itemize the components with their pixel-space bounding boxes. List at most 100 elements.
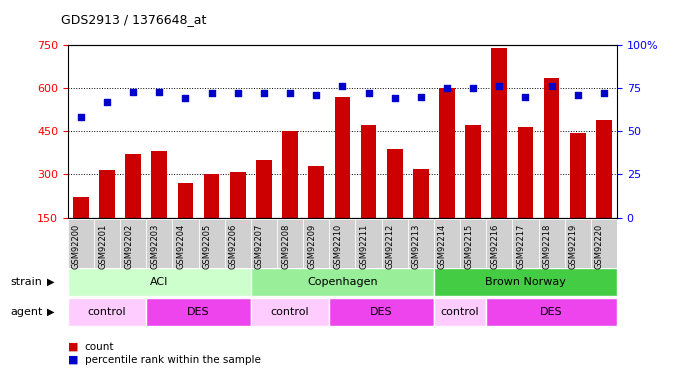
Text: strain: strain (10, 277, 42, 287)
Point (233, 90, 243, 96)
Bar (355, 219, 382, 268)
Point (285, 90, 296, 96)
Bar (434, 268, 617, 296)
Point (337, 83, 348, 89)
Bar (486, 298, 617, 326)
Text: DES: DES (370, 307, 393, 317)
Bar (308, 166, 324, 218)
Text: control: control (87, 307, 126, 317)
Point (599, 90, 610, 96)
Bar (330, 219, 355, 268)
Bar (538, 219, 565, 268)
Point (363, 90, 374, 96)
Text: DES: DES (540, 307, 563, 317)
Text: GSM92217: GSM92217 (517, 223, 525, 268)
Bar (224, 219, 251, 268)
Bar (73, 197, 89, 217)
Bar (199, 219, 224, 268)
Bar (413, 169, 428, 217)
Text: GSM92208: GSM92208 (281, 223, 290, 268)
Bar (256, 160, 272, 218)
Bar (282, 131, 298, 218)
Bar (146, 219, 172, 268)
Point (441, 85, 452, 91)
Text: GSM92214: GSM92214 (438, 223, 447, 268)
Bar (596, 120, 612, 218)
Text: percentile rank within the sample: percentile rank within the sample (85, 355, 260, 365)
Bar (68, 268, 251, 296)
Bar (460, 219, 486, 268)
Text: GSM92201: GSM92201 (98, 223, 107, 268)
Bar (361, 126, 376, 218)
Point (520, 94, 531, 100)
Point (468, 85, 479, 91)
Point (494, 83, 504, 89)
Point (180, 96, 191, 102)
Bar (382, 219, 407, 268)
Bar (277, 219, 303, 268)
Text: GSM92206: GSM92206 (228, 223, 238, 268)
Text: control: control (441, 307, 479, 317)
Text: GSM92209: GSM92209 (307, 223, 316, 268)
Bar (570, 133, 586, 218)
Bar (251, 268, 434, 296)
Bar (68, 298, 146, 326)
Point (546, 83, 557, 89)
Point (154, 88, 165, 94)
Bar (387, 148, 403, 217)
Text: ACI: ACI (150, 277, 169, 287)
Point (311, 92, 321, 98)
Text: GSM92216: GSM92216 (490, 223, 499, 268)
Text: count: count (85, 342, 115, 352)
Bar (172, 219, 199, 268)
Bar (251, 219, 277, 268)
Bar (513, 219, 538, 268)
Bar (330, 298, 434, 326)
Point (75, 114, 86, 120)
Bar (146, 298, 251, 326)
Text: GSM92220: GSM92220 (595, 223, 604, 268)
Text: ▶: ▶ (47, 277, 55, 287)
Text: GSM92213: GSM92213 (412, 223, 421, 268)
Text: Copenhagen: Copenhagen (307, 277, 378, 287)
Text: ▶: ▶ (47, 307, 55, 317)
Text: GSM92219: GSM92219 (569, 223, 578, 268)
Bar (151, 152, 167, 217)
Bar (334, 97, 351, 218)
Text: GSM92207: GSM92207 (255, 223, 264, 268)
Text: GSM92204: GSM92204 (176, 223, 186, 268)
Text: GSM92202: GSM92202 (124, 223, 133, 268)
Text: GSM92218: GSM92218 (542, 223, 552, 268)
Bar (251, 298, 330, 326)
Bar (544, 78, 559, 218)
Point (389, 96, 400, 102)
Bar (94, 219, 120, 268)
Bar (434, 219, 460, 268)
Text: GSM92200: GSM92200 (72, 223, 81, 268)
Bar (99, 170, 115, 217)
Text: GDS2913 / 1376648_at: GDS2913 / 1376648_at (61, 13, 206, 26)
Text: GSM92212: GSM92212 (386, 223, 395, 268)
Text: agent: agent (10, 307, 43, 317)
Bar (120, 219, 146, 268)
Bar (492, 48, 507, 217)
Text: ■: ■ (68, 342, 78, 352)
Text: GSM92205: GSM92205 (203, 223, 212, 268)
Bar (565, 219, 591, 268)
Point (206, 90, 217, 96)
Bar (230, 171, 245, 217)
Bar (465, 126, 481, 218)
Bar (125, 154, 141, 218)
Bar (486, 219, 513, 268)
Bar (68, 219, 94, 268)
Bar (204, 174, 220, 217)
Text: DES: DES (187, 307, 210, 317)
Text: GSM92203: GSM92203 (151, 223, 159, 268)
Point (572, 92, 583, 98)
Text: Brown Norway: Brown Norway (485, 277, 566, 287)
Bar (517, 127, 534, 218)
Bar (439, 88, 455, 218)
Text: GSM92215: GSM92215 (464, 223, 473, 268)
Text: GSM92210: GSM92210 (334, 223, 342, 268)
Bar (178, 183, 193, 218)
